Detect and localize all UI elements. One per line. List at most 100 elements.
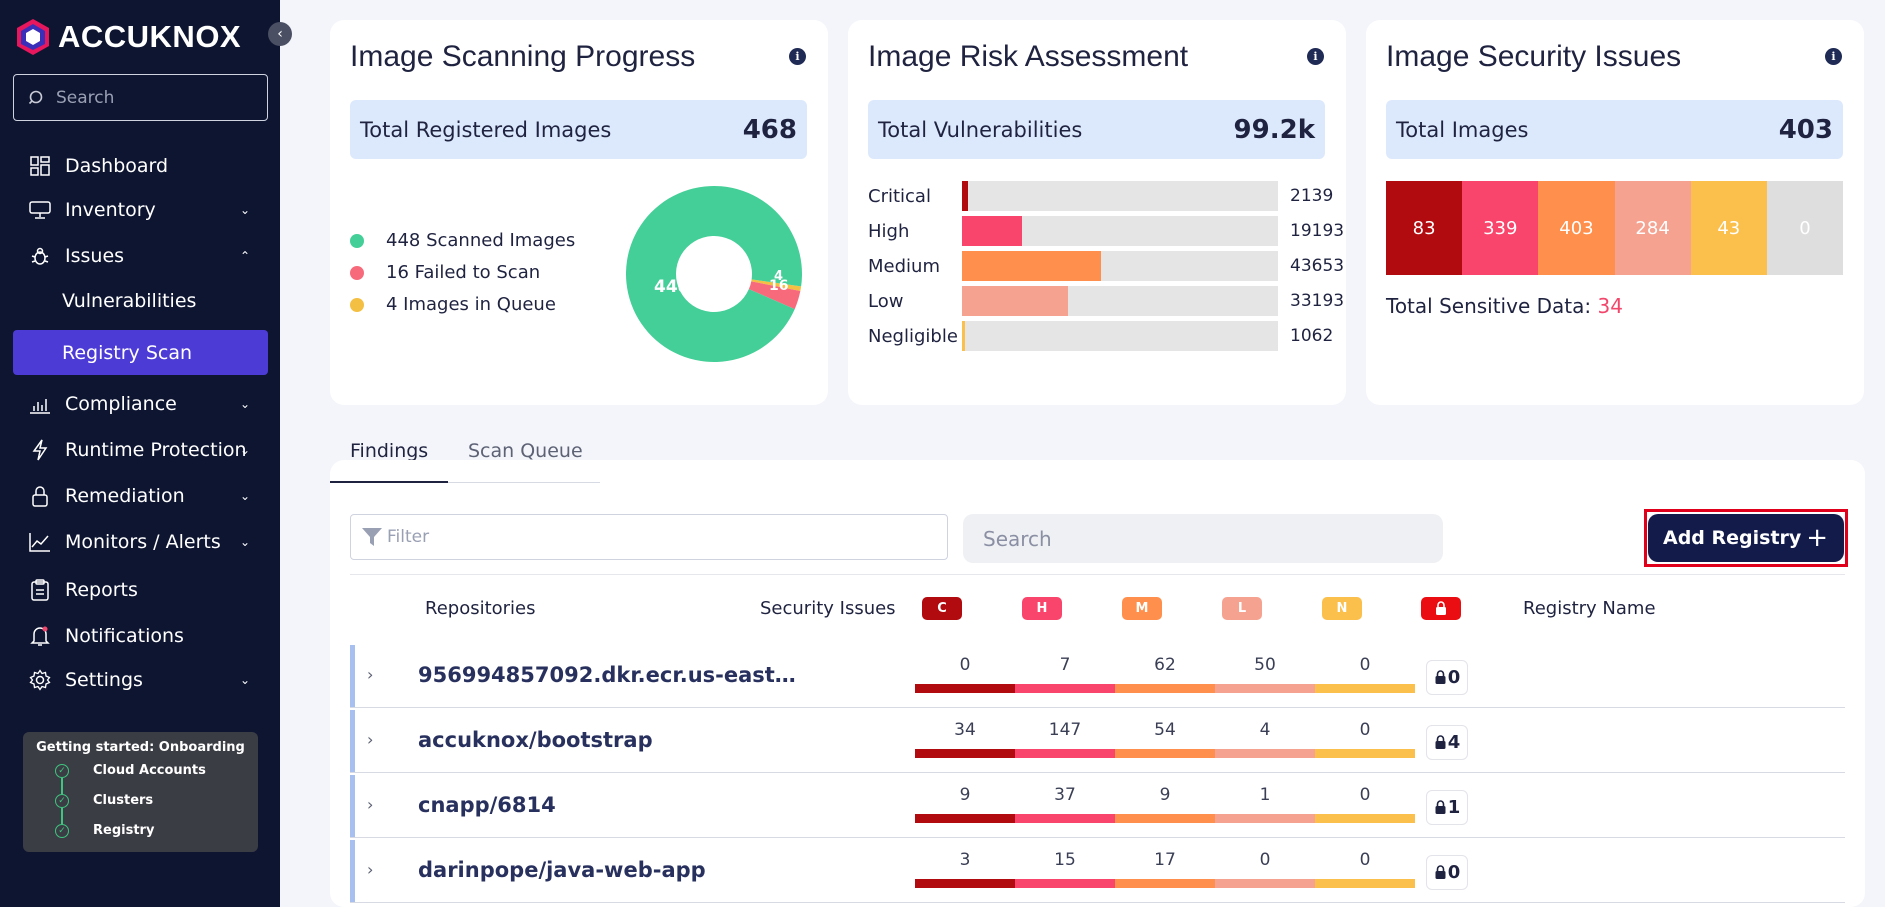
- onboarding-step[interactable]: Registry: [93, 823, 155, 838]
- expand-chevron-icon[interactable]: ›: [367, 795, 374, 814]
- image-security-card: Image Security Issues i Total Images 403…: [1366, 20, 1864, 405]
- repository-name[interactable]: accuknox/bootstrap: [418, 728, 653, 752]
- brand-logo[interactable]: ACCUKNOX: [14, 18, 241, 56]
- info-icon[interactable]: i: [789, 48, 806, 65]
- sidebar-item-dashboard[interactable]: Dashboard: [0, 146, 280, 186]
- risk-bar-fill: [962, 216, 1023, 246]
- onboarding-step[interactable]: Cloud Accounts: [93, 763, 206, 778]
- sidebar-search-placeholder: Search: [56, 87, 115, 108]
- gear-icon: [28, 668, 52, 692]
- legend-failed[interactable]: 16 Failed to Scan: [350, 262, 540, 283]
- table-row[interactable]: › darinpope/java-web-app 3 15 17 0 0 0: [350, 840, 1845, 903]
- lock-icon: [1435, 670, 1446, 684]
- donut-label-queue: 4: [774, 269, 783, 284]
- row-accent: [350, 840, 355, 902]
- stat-label: Total Images: [1396, 117, 1529, 142]
- collapse-sidebar-icon[interactable]: ‹: [268, 22, 292, 46]
- sensitive-value[interactable]: 34: [1597, 294, 1623, 318]
- chevron-down-icon: ⌄: [239, 535, 250, 549]
- column-header-security-issues[interactable]: Security Issues: [760, 598, 896, 619]
- table-search-input[interactable]: Search: [963, 514, 1443, 563]
- severity-pill-m[interactable]: M: [1122, 597, 1162, 620]
- secrets-count-badge[interactable]: 0: [1426, 660, 1468, 695]
- sidebar-item-reports[interactable]: Reports: [0, 570, 280, 610]
- tab-scan-queue[interactable]: Scan Queue: [468, 440, 583, 462]
- severity-pill-l[interactable]: L: [1222, 597, 1262, 620]
- risk-value: 1062: [1290, 326, 1334, 346]
- risk-row-negligible[interactable]: Negligible 1062: [868, 321, 1348, 351]
- legend-swatch: [350, 265, 364, 280]
- severity-count-m: 62: [1154, 655, 1176, 675]
- severity-block[interactable]: 0: [1766, 181, 1844, 275]
- donut-slice-failed[interactable]: [748, 281, 801, 310]
- legend-queue[interactable]: 4 Images in Queue: [350, 294, 556, 315]
- sidebar-item-monitors-alerts[interactable]: Monitors / Alerts ⌄: [0, 522, 280, 562]
- bell-icon: [28, 624, 52, 648]
- risk-row-high[interactable]: High 19193: [868, 216, 1348, 246]
- info-icon[interactable]: i: [1825, 48, 1842, 65]
- sidebar-item-inventory[interactable]: Inventory ⌄: [0, 190, 280, 230]
- risk-label: High: [868, 221, 910, 242]
- sidebar-item-settings[interactable]: Settings ⌄: [0, 660, 280, 700]
- severity-pill-h[interactable]: H: [1022, 597, 1062, 620]
- severity-block[interactable]: 43: [1690, 181, 1767, 275]
- add-registry-button[interactable]: Add Registry +: [1648, 514, 1844, 562]
- secrets-count-badge[interactable]: 0: [1426, 855, 1468, 890]
- risk-row-low[interactable]: Low 33193: [868, 286, 1348, 316]
- severity-bar-n: [1315, 879, 1415, 888]
- onboarding-widget[interactable]: Getting started: Onboarding ✓ Cloud Acco…: [23, 732, 258, 852]
- total-vulnerabilities: Total Vulnerabilities 99.2k: [868, 100, 1325, 159]
- risk-value: 2139: [1290, 186, 1334, 206]
- repository-name[interactable]: 956994857092.dkr.ecr.us-east…: [418, 663, 796, 687]
- expand-chevron-icon[interactable]: ›: [367, 665, 374, 684]
- severity-bar-n: [1315, 684, 1415, 693]
- donut-slice-scanned[interactable]: [626, 186, 802, 362]
- sidebar-item-remediation[interactable]: Remediation ⌄: [0, 476, 280, 516]
- secrets-count-badge[interactable]: 1: [1426, 790, 1468, 825]
- repository-name[interactable]: cnapp/6814: [418, 793, 556, 817]
- risk-value: 33193: [1290, 291, 1345, 311]
- check-icon: ✓: [55, 794, 69, 808]
- secrets-count: 0: [1447, 862, 1461, 883]
- severity-block[interactable]: 83: [1386, 181, 1463, 275]
- sidebar-item-issues[interactable]: Issues ⌃: [0, 236, 280, 276]
- total-registered-images: Total Registered Images 468: [350, 100, 807, 159]
- legend-scanned[interactable]: 448 Scanned Images: [350, 230, 575, 251]
- table-row[interactable]: › accuknox/bootstrap 34 147 54 4 0 4: [350, 710, 1845, 773]
- severity-count-n: 0: [1359, 720, 1371, 740]
- expand-chevron-icon[interactable]: ›: [367, 860, 374, 879]
- risk-row-critical[interactable]: Critical 2139: [868, 181, 1348, 211]
- info-icon[interactable]: i: [1307, 48, 1324, 65]
- sidebar-item-compliance[interactable]: Compliance ⌄: [0, 384, 280, 424]
- onboarding-step[interactable]: Clusters: [93, 793, 154, 808]
- sidebar: ACCUKNOX ‹ Search Dashboard Inventory ⌄ …: [0, 0, 292, 907]
- severity-count-m: 9: [1159, 785, 1171, 805]
- expand-chevron-icon[interactable]: ›: [367, 730, 374, 749]
- tab-findings[interactable]: Findings: [350, 440, 429, 462]
- severity-block[interactable]: 403: [1538, 181, 1615, 275]
- sidebar-item-runtime-protection[interactable]: Runtime Protection ⌄: [0, 430, 280, 470]
- filter-input[interactable]: Filter: [350, 514, 948, 560]
- donut-slice-queue[interactable]: [751, 279, 802, 292]
- sidebar-item-label: Dashboard: [65, 155, 169, 177]
- severity-block[interactable]: 339: [1462, 181, 1539, 275]
- column-header-registry-name[interactable]: Registry Name: [1523, 598, 1656, 619]
- secrets-count-badge[interactable]: 4: [1426, 725, 1468, 760]
- repository-name[interactable]: darinpope/java-web-app: [418, 858, 706, 882]
- sidebar-item-vulnerabilities[interactable]: Vulnerabilities: [62, 290, 197, 312]
- sidebar-item-notifications[interactable]: Notifications: [0, 616, 280, 656]
- sidebar-item-registry-scan[interactable]: Registry Scan: [13, 330, 268, 375]
- severity-blocks: 83 339 403 284 43 0: [1386, 181, 1844, 275]
- column-header-repositories[interactable]: Repositories: [425, 598, 536, 619]
- lightning-icon: [28, 438, 52, 462]
- secrets-column-icon[interactable]: [1421, 597, 1461, 620]
- table-row[interactable]: › 956994857092.dkr.ecr.us-east… 0 7 62 50 0 0: [350, 645, 1845, 708]
- table-row[interactable]: › cnapp/6814 9 37 9 1 0 1: [350, 775, 1845, 838]
- lock-icon: [1435, 800, 1446, 814]
- severity-block[interactable]: 284: [1614, 181, 1691, 275]
- secrets-count: 0: [1447, 667, 1461, 688]
- risk-row-medium[interactable]: Medium 43653: [868, 251, 1348, 281]
- sidebar-search-input[interactable]: Search: [13, 74, 268, 121]
- severity-pill-n[interactable]: N: [1322, 597, 1362, 620]
- severity-pill-c[interactable]: C: [922, 597, 962, 620]
